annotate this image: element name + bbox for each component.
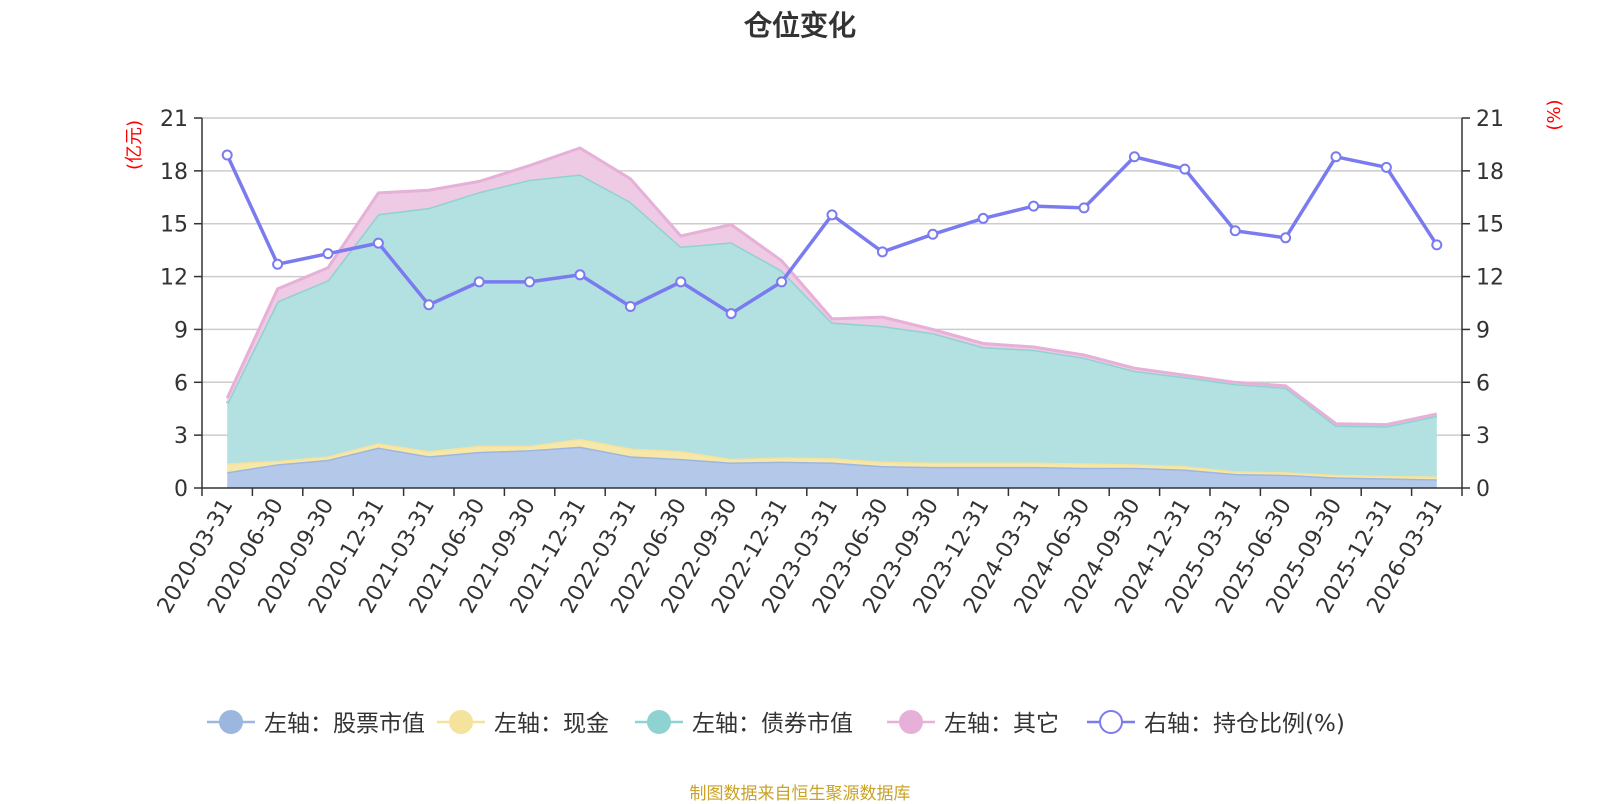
holding-ratio-point: [272, 258, 284, 270]
holding-ratio-point: [977, 212, 989, 224]
holding-ratio-point: [1330, 151, 1342, 163]
holding-ratio-point: [574, 269, 586, 281]
holding-ratio-point: [1229, 225, 1241, 237]
holding-ratio-point: [473, 276, 485, 288]
legend-marker-3: [647, 710, 671, 734]
holding-ratio-point: [624, 301, 636, 313]
legend-label-4: 左轴：其它: [944, 711, 1059, 737]
left-axis-tick-label: 9: [174, 318, 188, 343]
holding-ratio-point: [1431, 239, 1443, 251]
right-axis-tick-label: 6: [1476, 371, 1490, 396]
left-axis-tick-label: 12: [160, 266, 188, 291]
right-axis-tick-label: 9: [1476, 318, 1490, 343]
left-axis-tick-label: 0: [174, 477, 188, 502]
left-axis-tick-label: 15: [160, 213, 188, 238]
holding-ratio-point: [675, 276, 687, 288]
legend-marker-2: [449, 710, 473, 734]
right-axis-tick-label: 15: [1476, 213, 1504, 238]
legend-label-1: 左轴：股票市值: [264, 711, 425, 737]
holding-ratio-point: [1128, 151, 1140, 163]
holding-ratio-point: [221, 149, 233, 161]
legend-label-3: 左轴：债券市值: [692, 711, 853, 737]
left-axis-tick-label: 18: [160, 160, 188, 185]
holding-ratio-point: [1078, 202, 1090, 214]
right-axis-unit: (%): [1544, 99, 1565, 130]
right-axis-tick-label: 12: [1476, 266, 1504, 291]
holding-ratio-point: [725, 308, 737, 320]
holding-ratio-point: [776, 276, 788, 288]
holding-ratio-point: [423, 299, 435, 311]
legend-label-2: 左轴：现金: [494, 711, 609, 737]
legend-marker-1: [219, 710, 243, 734]
left-axis-tick-label: 3: [174, 424, 188, 449]
holding-ratio-point: [826, 209, 838, 221]
chart-svg: 036912151821036912151821(亿元)(%)2020-03-3…: [124, 99, 1565, 737]
area-series-3: [227, 174, 1437, 477]
source-note: 制图数据来自恒生聚源数据库: [689, 784, 911, 804]
holding-ratio-point: [372, 237, 384, 249]
left-axis-unit: (亿元): [124, 120, 145, 170]
left-axis-tick-label: 21: [160, 107, 188, 132]
holding-ratio-point: [322, 248, 334, 260]
legend-marker-4: [899, 710, 923, 734]
holding-ratio-point: [1380, 161, 1392, 173]
right-axis-tick-label: 18: [1476, 160, 1504, 185]
left-axis-tick-label: 6: [174, 371, 188, 396]
holding-ratio-point: [1028, 200, 1040, 212]
area-edge-series-4: [225, 146, 1438, 427]
holding-ratio-point: [524, 276, 536, 288]
legend-marker-5: [1099, 710, 1123, 734]
legend-label-5: 右轴：持仓比例(%): [1144, 711, 1345, 737]
holding-ratio-point: [1280, 232, 1292, 244]
holding-ratio-point: [876, 246, 888, 258]
area-series-1: [227, 446, 1437, 488]
holding-ratio-point: [927, 228, 939, 240]
right-axis-tick-label: 3: [1476, 424, 1490, 449]
right-axis-tick-label: 0: [1476, 477, 1490, 502]
chart-title: 仓位变化: [743, 9, 856, 42]
holding-ratio-point: [1179, 163, 1191, 175]
right-axis-tick-label: 21: [1476, 107, 1504, 132]
